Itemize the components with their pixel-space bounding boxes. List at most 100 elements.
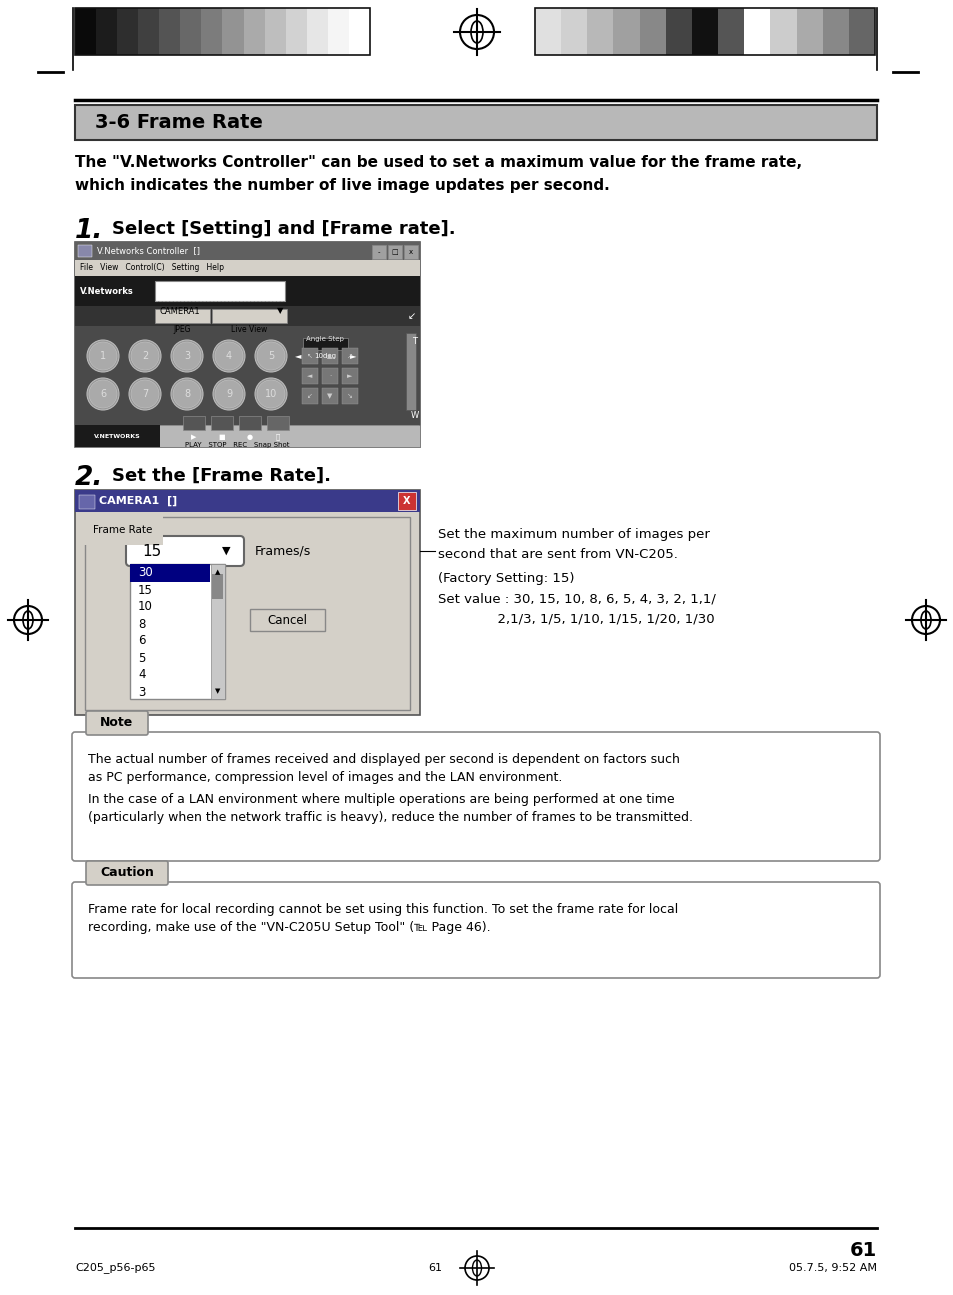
Text: 3: 3 [184, 351, 190, 361]
Circle shape [254, 378, 287, 411]
Text: ↙: ↙ [408, 311, 416, 321]
Text: 4: 4 [226, 351, 232, 361]
Bar [75, 490, 419, 512]
Text: Cancel: Cancel [267, 614, 307, 627]
Bar [397, 492, 416, 510]
Bar [388, 245, 401, 259]
Bar [75, 242, 419, 260]
Bar [322, 388, 337, 404]
Circle shape [214, 379, 243, 408]
Bar [75, 8, 96, 54]
Bar [75, 306, 419, 326]
Text: The "V.Networks Controller" can be used to set a maximum value for the frame rat: The "V.Networks Controller" can be used … [75, 155, 801, 170]
Text: (particularly when the network traffic is heavy), reduce the number of frames to: (particularly when the network traffic i… [88, 811, 692, 824]
Bar [349, 8, 370, 54]
Text: ►: ► [350, 351, 355, 360]
Text: ▶: ▶ [192, 434, 196, 440]
Text: 3: 3 [138, 685, 145, 698]
Bar [285, 8, 307, 54]
Text: Frame Rate: Frame Rate [92, 524, 152, 535]
Bar [239, 416, 261, 430]
Text: V.Networks Controller  []: V.Networks Controller [] [97, 246, 200, 255]
Text: C205_p56-p65: C205_p56-p65 [75, 1263, 155, 1273]
Text: as PC performance, compression level of images and the LAN environment.: as PC performance, compression level of … [88, 771, 561, 783]
Ellipse shape [23, 611, 33, 629]
Bar [75, 105, 876, 140]
Text: ↙: ↙ [307, 392, 313, 399]
Bar [303, 338, 348, 350]
Bar [535, 8, 874, 54]
Bar [75, 425, 419, 447]
Text: CAMERA1  []: CAMERA1 [] [99, 496, 177, 506]
Circle shape [171, 378, 203, 411]
Text: ▼: ▼ [276, 307, 283, 316]
Text: Set value : 30, 15, 10, 8, 6, 5, 4, 3, 2, 1,1/: Set value : 30, 15, 10, 8, 6, 5, 4, 3, 2… [437, 592, 715, 605]
Text: 10: 10 [138, 601, 152, 614]
Text: 15: 15 [138, 584, 152, 597]
Text: ■: ■ [218, 434, 225, 440]
Text: ↗: ↗ [347, 354, 353, 359]
Text: ↖: ↖ [307, 354, 313, 359]
Bar [302, 388, 317, 404]
Text: 8: 8 [138, 618, 145, 631]
Bar [341, 348, 357, 364]
FancyBboxPatch shape [126, 536, 244, 566]
Text: 1: 1 [100, 351, 106, 361]
Text: ⬛: ⬛ [275, 434, 280, 440]
Text: recording, make use of the "VN-C205U Setup Tool" (℡ Page 46).: recording, make use of the "VN-C205U Set… [88, 921, 490, 934]
Bar [222, 8, 243, 54]
Bar [322, 348, 337, 364]
Circle shape [131, 342, 159, 370]
Bar [211, 416, 233, 430]
Text: Frames/s: Frames/s [254, 544, 311, 558]
Text: Set the maximum number of images per: Set the maximum number of images per [437, 528, 709, 541]
Bar [406, 333, 416, 411]
Circle shape [254, 341, 287, 372]
Bar [211, 565, 225, 699]
Text: In the case of a LAN environment where multiple operations are being performed a: In the case of a LAN environment where m… [88, 793, 674, 805]
Circle shape [213, 378, 245, 411]
Text: 2,1/3, 1/5, 1/10, 1/15, 1/20, 1/30: 2,1/3, 1/5, 1/10, 1/15, 1/20, 1/30 [437, 613, 714, 625]
Bar [212, 574, 223, 600]
Text: 2.: 2. [75, 465, 103, 491]
Bar [403, 245, 417, 259]
Text: 4: 4 [138, 668, 146, 681]
Text: ◄: ◄ [307, 373, 313, 379]
Bar [154, 281, 285, 300]
Bar [78, 245, 91, 256]
Text: Caution: Caution [100, 866, 153, 879]
Text: Frame rate for local recording cannot be set using this function. To set the fra: Frame rate for local recording cannot be… [88, 903, 678, 916]
Text: 9: 9 [226, 388, 232, 399]
Text: Select [Setting] and [Frame rate].: Select [Setting] and [Frame rate]. [112, 220, 456, 238]
Text: ▲: ▲ [215, 569, 220, 575]
Text: T: T [412, 337, 417, 346]
Bar [75, 425, 160, 447]
Bar [212, 310, 287, 322]
Bar [85, 517, 410, 710]
Text: Note: Note [100, 716, 133, 729]
Text: 30: 30 [138, 566, 152, 579]
Bar [372, 245, 386, 259]
Bar [79, 495, 95, 509]
Text: ▼: ▼ [327, 392, 333, 399]
Circle shape [87, 378, 119, 411]
Bar [75, 276, 419, 306]
Text: ►: ► [347, 373, 353, 379]
Text: File   View   Control(C)   Setting   Help: File View Control(C) Setting Help [80, 263, 224, 272]
Bar [250, 609, 325, 631]
Bar [138, 8, 159, 54]
Text: 8: 8 [184, 388, 190, 399]
Circle shape [213, 341, 245, 372]
Ellipse shape [920, 611, 930, 629]
Bar [587, 8, 613, 54]
Bar [96, 8, 117, 54]
Text: ·: · [329, 373, 331, 379]
Bar [75, 8, 370, 54]
Bar [639, 8, 665, 54]
Bar [183, 416, 205, 430]
Bar [154, 310, 210, 322]
Bar [770, 8, 796, 54]
Text: ↘: ↘ [347, 392, 353, 399]
Circle shape [89, 379, 117, 408]
Text: V.NETWORKS: V.NETWORKS [93, 434, 140, 439]
